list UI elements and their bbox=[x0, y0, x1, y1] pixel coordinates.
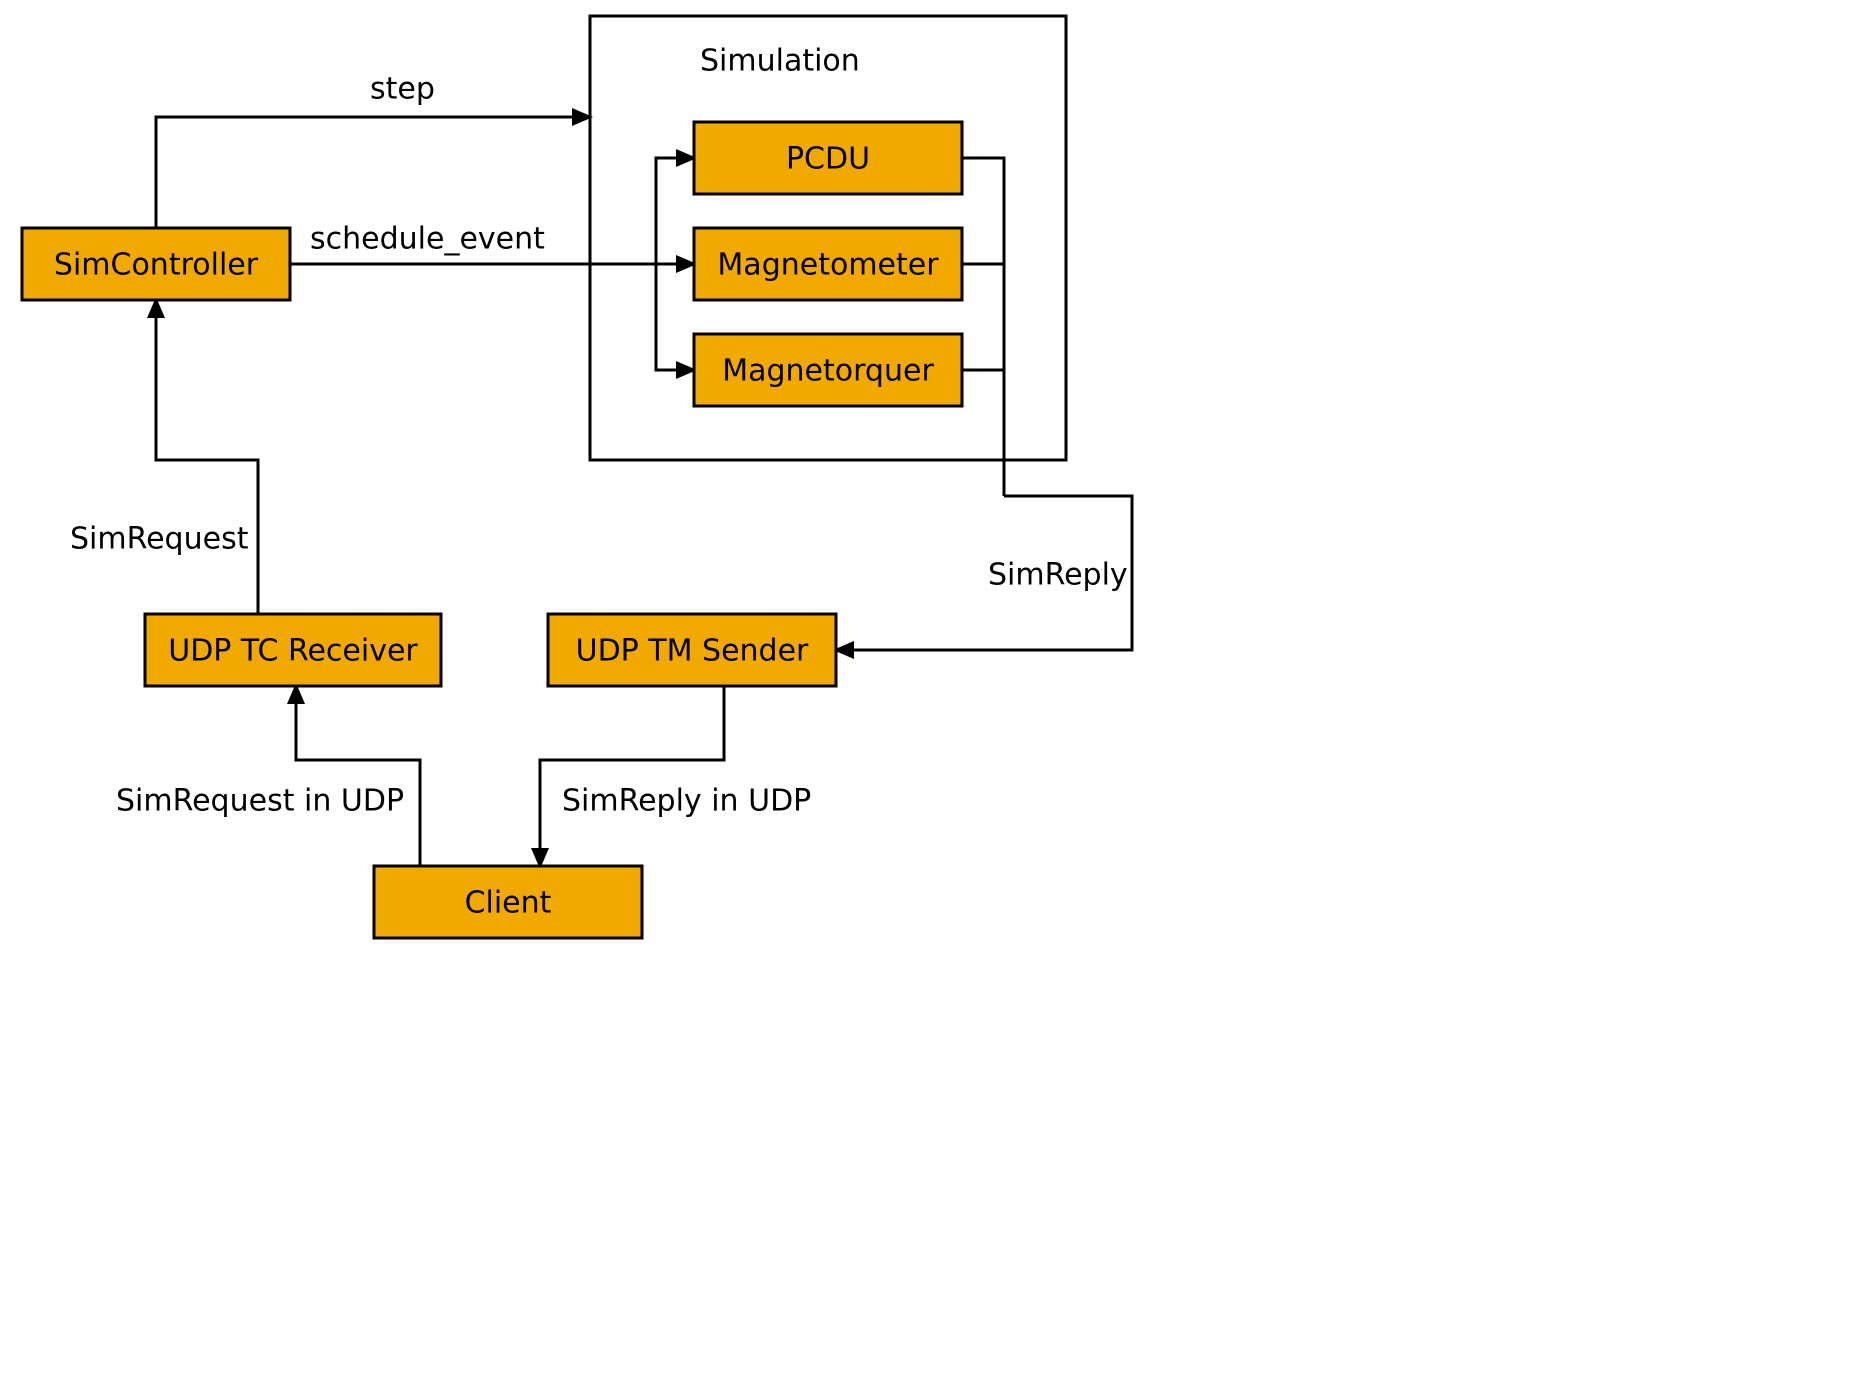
edge-simrequest-udp bbox=[296, 686, 420, 866]
edge-label-simrequest-udp: SimRequest in UDP bbox=[116, 784, 404, 819]
node-sim-controller: SimController bbox=[22, 228, 290, 300]
node-label-udp-tm-sender: UDP TM Sender bbox=[576, 634, 809, 669]
node-label-client: Client bbox=[465, 886, 552, 921]
edge-step bbox=[156, 117, 590, 228]
edge-simrequest bbox=[156, 300, 258, 614]
edge-label-simreply-udp: SimReply in UDP bbox=[562, 784, 811, 819]
edge-label-simreply: SimReply bbox=[988, 558, 1128, 593]
node-label-sim-controller: SimController bbox=[54, 248, 259, 283]
node-label-magnetometer: Magnetometer bbox=[717, 248, 939, 283]
simulation-architecture-diagram: Simulation step schedule_event SimReply … bbox=[0, 0, 1270, 952]
node-udp-tc-receiver: UDP TC Receiver bbox=[145, 614, 441, 686]
edge-label-simrequest: SimRequest bbox=[70, 522, 249, 557]
edge-label-schedule-event: schedule_event bbox=[310, 222, 545, 257]
node-udp-tm-sender: UDP TM Sender bbox=[548, 614, 836, 686]
edge-schedule-event-to-pcdu bbox=[656, 158, 694, 264]
edge-simreply-udp bbox=[540, 686, 724, 866]
node-label-magnetorquer: Magnetorquer bbox=[722, 354, 934, 389]
edge-pcdu-out bbox=[962, 158, 1004, 496]
node-magnetorquer: Magnetorquer bbox=[694, 334, 962, 406]
edge-schedule-event-to-magnetorquer bbox=[656, 264, 694, 370]
edge-label-step: step bbox=[370, 72, 435, 107]
node-client: Client bbox=[374, 866, 642, 938]
node-label-udp-tc-receiver: UDP TC Receiver bbox=[168, 634, 418, 669]
node-pcdu: PCDU bbox=[694, 122, 962, 194]
node-magnetometer: Magnetometer bbox=[694, 228, 962, 300]
node-label-pcdu: PCDU bbox=[786, 142, 870, 177]
simulation-container-title: Simulation bbox=[700, 44, 860, 79]
